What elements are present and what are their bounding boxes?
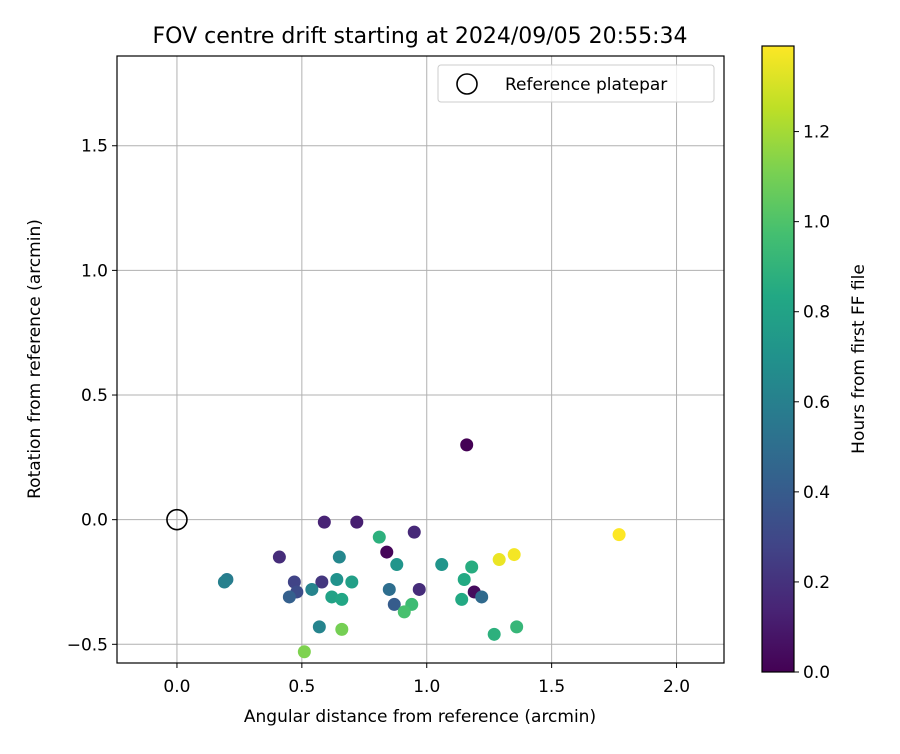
- y-tick-label: −0.5: [67, 635, 108, 655]
- data-point: [460, 438, 474, 452]
- legend-marker-hollow-circle: [456, 73, 478, 95]
- data-point: [612, 528, 626, 542]
- data-point: [435, 558, 449, 572]
- y-axis-ticks: −0.5 0.0 0.5 1.0 1.5: [67, 137, 117, 655]
- y-tick-label: 0.5: [81, 386, 108, 406]
- colorbar-label: Hours from first FF file: [849, 264, 869, 454]
- grid-lines: [117, 56, 724, 663]
- colorbar: 0.0 0.2 0.4 0.6 0.8 1.0 1.2 Hours from first F…: [761, 45, 869, 683]
- y-tick-label: 1.5: [81, 137, 108, 157]
- data-point: [380, 545, 394, 559]
- data-point: [287, 575, 301, 589]
- reference-point-marker: [166, 508, 188, 531]
- data-point: [387, 597, 401, 611]
- data-point: [332, 550, 346, 564]
- colorbar-tick-label: 0.2: [803, 573, 830, 593]
- data-point: [492, 553, 506, 567]
- y-axis-label: Rotation from reference (arcmin): [25, 219, 45, 499]
- data-point: [457, 572, 471, 586]
- y-tick-label: 1.0: [81, 261, 108, 281]
- data-point: [335, 622, 349, 636]
- data-point: [407, 525, 421, 539]
- colorbar-tick-label: 1.2: [803, 123, 830, 143]
- data-point: [312, 620, 326, 634]
- data-point: [372, 530, 386, 544]
- data-point: [272, 550, 286, 564]
- data-point: [297, 645, 311, 659]
- data-point: [412, 582, 426, 596]
- data-point: [335, 592, 349, 606]
- data-point: [382, 582, 396, 596]
- colorbar-tick-label: 1.0: [803, 213, 830, 233]
- data-point: [317, 515, 331, 529]
- x-axis-ticks: 0.0 0.5 1.0 1.5 2.0: [163, 663, 690, 697]
- data-point: [510, 620, 524, 634]
- data-point: [330, 572, 344, 586]
- data-point: [390, 558, 404, 572]
- x-tick-label: 1.0: [413, 677, 440, 697]
- data-point: [217, 575, 231, 589]
- legend-label: Reference platepar: [505, 75, 667, 95]
- data-point: [315, 575, 329, 589]
- colorbar-gradient: [761, 45, 795, 673]
- data-point: [397, 605, 411, 619]
- data-point: [350, 515, 364, 529]
- chart-title: FOV centre drift starting at 2024/09/05 …: [153, 24, 688, 49]
- data-points: [217, 438, 626, 659]
- data-point: [345, 575, 359, 589]
- colorbar-tick-label: 0.6: [803, 393, 830, 413]
- legend: Reference platepar: [437, 64, 715, 103]
- colorbar-tick-label: 0.8: [803, 303, 830, 323]
- data-point: [475, 590, 489, 604]
- x-tick-label: 1.5: [538, 677, 565, 697]
- x-tick-label: 2.0: [663, 677, 690, 697]
- x-tick-label: 0.0: [163, 677, 190, 697]
- x-tick-label: 0.5: [288, 677, 315, 697]
- colorbar-ticks: 0.0 0.2 0.4 0.6 0.8 1.0 1.2: [794, 123, 830, 683]
- data-point: [455, 592, 469, 606]
- x-axis-label: Angular distance from reference (arcmin): [244, 707, 596, 727]
- y-tick-label: 0.0: [81, 511, 108, 531]
- data-point: [507, 548, 521, 562]
- data-point: [282, 590, 296, 604]
- data-point: [465, 560, 479, 574]
- plot-frame: [116, 55, 725, 664]
- data-point: [487, 627, 501, 641]
- data-point: [305, 582, 319, 596]
- data-point: [325, 590, 339, 604]
- colorbar-tick-label: 0.0: [803, 663, 830, 683]
- legend-box: [437, 64, 715, 103]
- colorbar-tick-label: 0.4: [803, 483, 830, 503]
